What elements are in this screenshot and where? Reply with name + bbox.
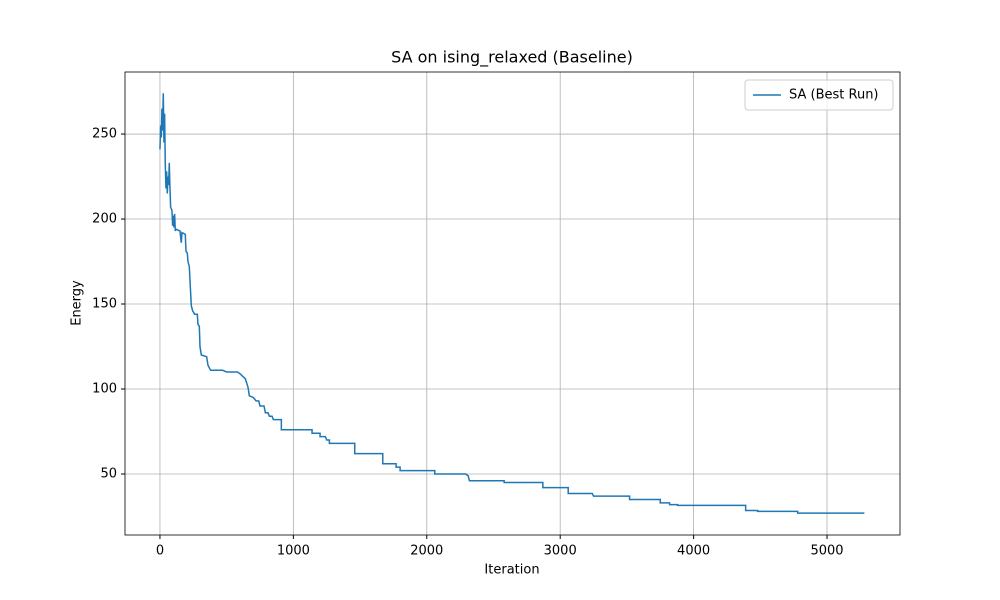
x-tick-label: 5000 <box>810 544 843 559</box>
x-tick-label: 3000 <box>544 544 577 559</box>
x-axis-label: Iteration <box>484 563 539 578</box>
legend-label: SA (Best Run) <box>789 88 879 103</box>
chart-title: SA on ising_relaxed (Baseline) <box>391 48 633 68</box>
x-tick-label: 4000 <box>677 544 710 559</box>
y-tick-label: 150 <box>92 297 117 312</box>
x-tick-label: 2000 <box>410 544 443 559</box>
plot-frame <box>124 71 901 536</box>
x-tick-label: 0 <box>156 544 164 559</box>
data-line <box>159 93 865 514</box>
y-axis-label: Energy <box>70 280 85 326</box>
legend-box <box>744 79 894 111</box>
y-tick-label: 50 <box>100 466 117 481</box>
x-tick-label: 1000 <box>277 544 310 559</box>
y-tick-label: 250 <box>92 127 117 142</box>
y-tick-label: 200 <box>92 212 117 227</box>
y-tick-label: 100 <box>92 381 117 396</box>
